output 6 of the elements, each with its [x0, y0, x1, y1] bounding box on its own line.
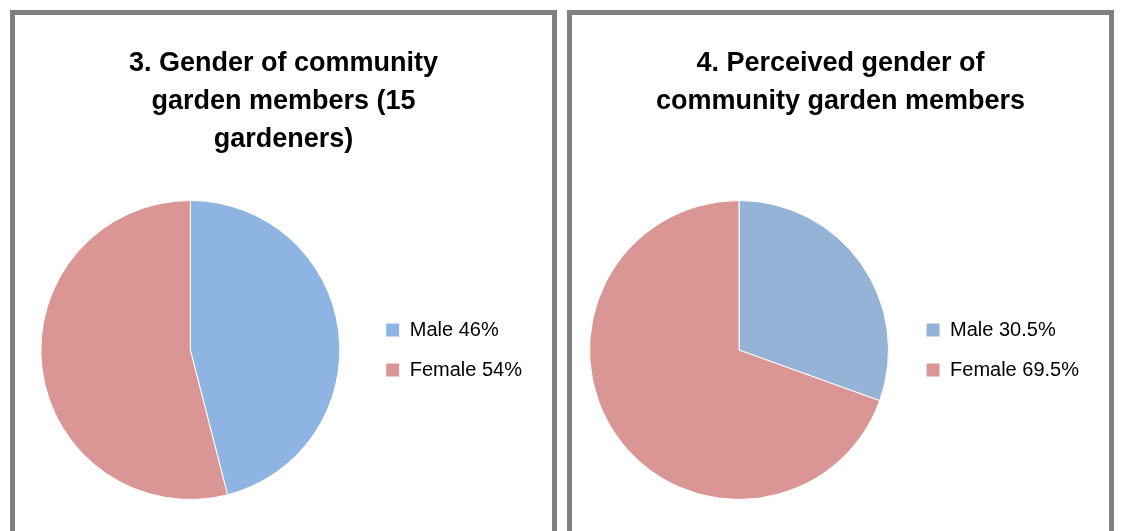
chart-title: 4. Perceived gender of community garden members: [654, 46, 1027, 117]
legend-label: Male 30.5%: [950, 317, 1056, 340]
legend-label: Male 46%: [409, 317, 499, 340]
legend-label: Female 69.5%: [950, 357, 1080, 380]
chart-title: 3. Gender of community garden members (15 gardeners): [127, 46, 440, 155]
legend-label: Female 54%: [409, 357, 523, 380]
